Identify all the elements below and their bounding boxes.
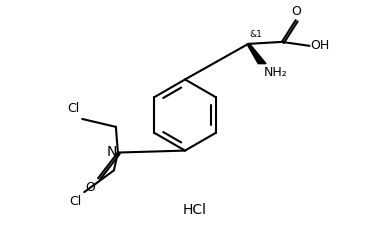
Text: Cl: Cl (67, 102, 79, 115)
Text: O: O (85, 181, 95, 194)
Text: O: O (291, 5, 301, 18)
Text: Cl: Cl (69, 195, 81, 208)
Text: N: N (106, 145, 117, 159)
Polygon shape (247, 44, 266, 64)
Text: NH₂: NH₂ (264, 66, 288, 79)
Text: &1: &1 (249, 30, 262, 39)
Text: OH: OH (310, 39, 330, 52)
Text: HCl: HCl (183, 203, 207, 217)
